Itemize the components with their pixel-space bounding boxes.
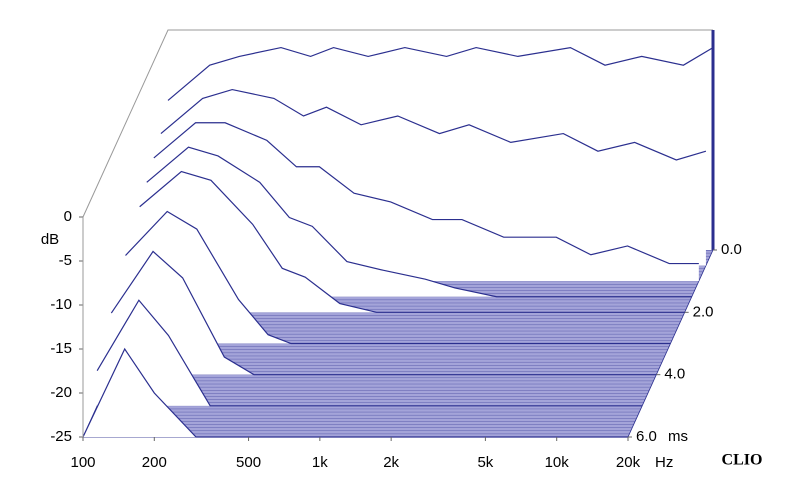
y-tick-label: -20 (50, 384, 72, 401)
x-tick-label: 20k (616, 454, 641, 471)
brand: CLIO (722, 452, 763, 469)
x-tick-label: 2k (383, 454, 399, 471)
slice-line (96, 299, 643, 407)
box-edge (82, 29, 713, 218)
slice-fill (83, 349, 628, 437)
y-axis-label: dB (41, 231, 59, 248)
y-tick-label: -25 (50, 428, 72, 445)
x-tick-label: 5k (477, 454, 493, 471)
y-tick-label: -10 (50, 296, 72, 313)
slice-line (160, 88, 707, 161)
z-tick-label: 2.0 (693, 303, 714, 320)
slice-fill (139, 171, 685, 313)
z-tick-label: 6.0 (636, 428, 657, 445)
x-tick-label: 500 (236, 454, 261, 471)
x-tick-label: 100 (70, 454, 95, 471)
z-tick-label: 4.0 (664, 366, 685, 383)
slice-line (167, 46, 714, 101)
x-tick-label: 10k (545, 454, 570, 471)
slice-line (82, 347, 628, 438)
slice-line (139, 170, 685, 313)
x-unit: Hz (655, 454, 673, 471)
slice-line (110, 250, 657, 376)
y-tick-label: -15 (50, 340, 72, 357)
z-tick-label: 0.0 (721, 241, 742, 258)
x-tick-label: 1k (312, 454, 328, 471)
z-unit: ms (668, 428, 688, 445)
slice-line (153, 122, 699, 265)
slice-line (146, 146, 692, 298)
x-tick-label: 200 (142, 454, 167, 471)
slice-line (125, 210, 671, 345)
y-tick-label: -5 (59, 252, 72, 269)
y-tick-label: 0 (64, 208, 72, 225)
slice-fill (146, 147, 692, 297)
